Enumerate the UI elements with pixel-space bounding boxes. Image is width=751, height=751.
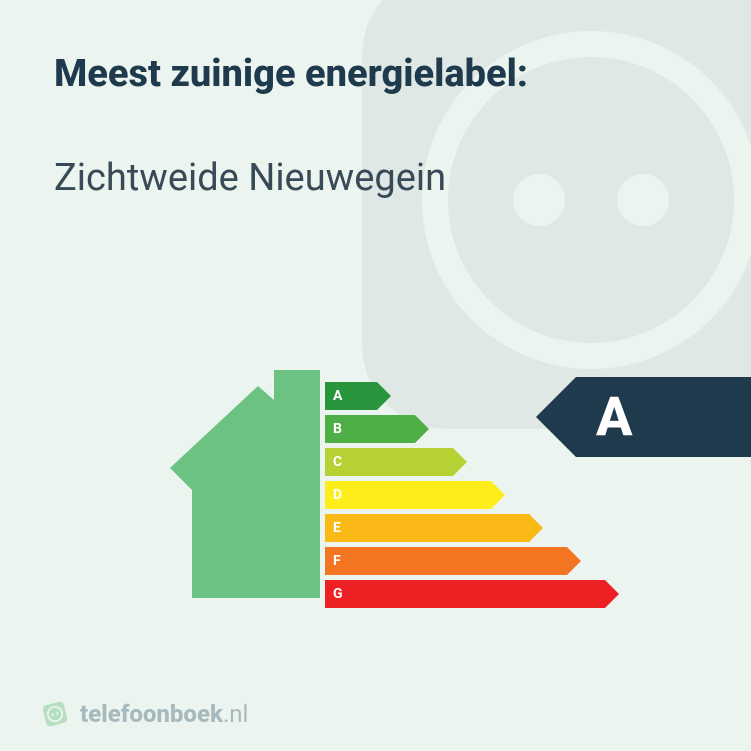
- energy-bar-label: E: [333, 514, 341, 542]
- energy-bar-e: E: [325, 514, 645, 542]
- energy-bar-label: G: [333, 580, 343, 608]
- footer-brand-light: .nl: [223, 700, 248, 728]
- result-arrow: [536, 377, 576, 457]
- location-name: Zichtweide Nieuwegein: [54, 156, 446, 200]
- energy-bar-label: C: [333, 448, 342, 476]
- result-letter: A: [576, 377, 751, 457]
- energy-bar-shape: [325, 448, 467, 476]
- energy-bar-d: D: [325, 481, 645, 509]
- energy-bar-label: F: [333, 547, 341, 575]
- energy-label-chart: ABCDEFG: [170, 350, 580, 620]
- energy-bar-label: A: [333, 382, 342, 410]
- footer-brand-bold: telefoonboek: [80, 700, 223, 728]
- energy-bar-f: F: [325, 547, 645, 575]
- page-title: Meest zuinige energielabel:: [54, 52, 528, 96]
- footer-brand: telefoonboek.nl: [80, 700, 248, 728]
- energy-bar-g: G: [325, 580, 645, 608]
- energy-bar-shape: [325, 514, 543, 542]
- energy-bar-shape: [325, 481, 505, 509]
- footer: telefoonboek.nl: [40, 699, 248, 729]
- result-badge: A: [536, 377, 751, 457]
- energy-bar-label: D: [333, 481, 342, 509]
- energy-bar-shape: [325, 580, 619, 608]
- energy-bar-label: B: [333, 415, 342, 443]
- energy-bar-shape: [325, 547, 581, 575]
- footer-logo-icon: [40, 699, 70, 729]
